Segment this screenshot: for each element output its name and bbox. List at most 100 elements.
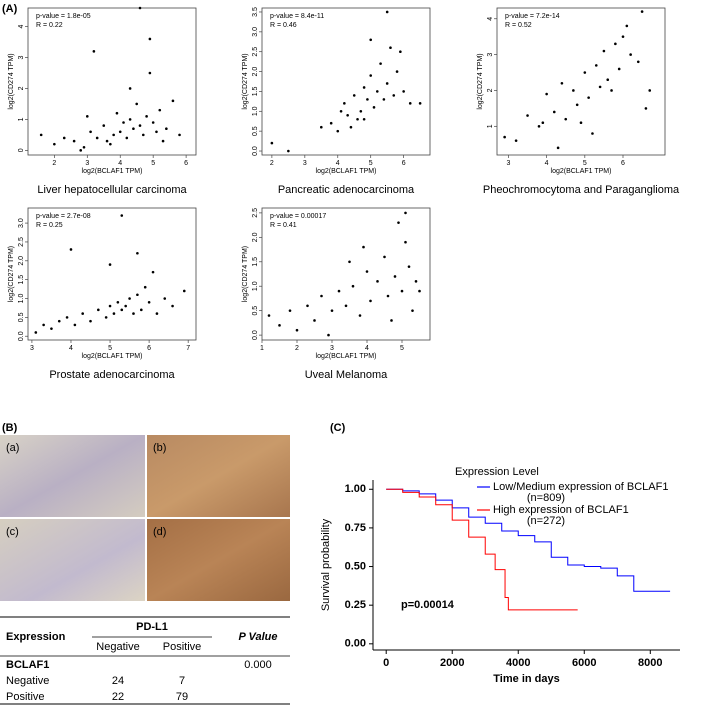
chart-title: Uveal Melanoma [305, 369, 388, 381]
point [115, 111, 119, 115]
point [65, 316, 69, 319]
point [583, 71, 587, 74]
point [128, 297, 131, 300]
panel-label: (C) [330, 422, 346, 434]
point [306, 304, 309, 308]
y-tick-label: 1.0 [252, 281, 259, 291]
y-tick-label: 2.5 [18, 237, 25, 247]
point [105, 139, 109, 143]
survival-curve [386, 488, 578, 611]
point [336, 129, 340, 133]
point [125, 136, 129, 140]
x-tick-label: 4000 [506, 657, 530, 669]
x-tick-label: 4 [118, 160, 122, 167]
point [327, 333, 330, 337]
annotation: p=0.00014 [401, 599, 455, 611]
point [369, 38, 373, 42]
point [128, 118, 132, 121]
ihc-image [0, 435, 145, 517]
y-tick-label: 1.5 [252, 86, 259, 96]
point [339, 109, 343, 113]
table-cell: 22 [112, 691, 124, 703]
y-tick-label: 0.75 [345, 522, 366, 534]
point [369, 74, 373, 77]
point [625, 24, 629, 28]
point [109, 142, 112, 146]
legend-label: Low/Medium expression of BCLAF1 [493, 481, 668, 493]
point [102, 124, 106, 127]
y-tick-label: 2.0 [252, 67, 259, 77]
point [556, 146, 560, 150]
point [320, 294, 323, 298]
point [636, 60, 640, 64]
point [104, 316, 108, 319]
table-row-label: Positive [6, 691, 45, 703]
y-tick-label: 0.0 [252, 146, 259, 156]
point [95, 136, 99, 140]
ihc-image [147, 519, 290, 601]
point [386, 294, 390, 298]
point [365, 270, 369, 273]
point [171, 99, 175, 103]
point [390, 319, 393, 322]
point [147, 300, 151, 304]
x-tick-label: 8000 [638, 657, 662, 669]
point [408, 102, 412, 105]
point [414, 280, 418, 283]
table-header: Negative [96, 641, 139, 653]
point [39, 133, 43, 137]
point [34, 331, 38, 334]
plot-frame [261, 207, 431, 341]
point [648, 89, 652, 92]
point [621, 35, 625, 38]
x-tick-label: 0 [383, 657, 389, 669]
point [348, 260, 351, 264]
point [575, 103, 579, 107]
annotation: R = 0.25 [36, 222, 63, 229]
x-tick-label: 2 [295, 345, 299, 352]
x-axis-label: log2(BCLAF1 TPM) [551, 168, 612, 175]
y-axis-label: log2(CD274 TPM) [242, 53, 249, 109]
point [288, 309, 292, 312]
point [136, 293, 139, 297]
point [579, 121, 583, 125]
x-axis-label: log2(BCLAF1 TPM) [316, 353, 377, 360]
y-tick-label: 2.0 [252, 232, 259, 242]
point [141, 133, 145, 137]
y-tick-label: 1.5 [18, 275, 25, 285]
x-tick-label: 3 [85, 160, 89, 167]
point [537, 125, 541, 128]
point [369, 299, 372, 303]
point [120, 214, 124, 217]
y-tick-label: 1 [18, 117, 25, 121]
table-cell: 0.000 [244, 659, 272, 671]
y-tick-label: 0.5 [252, 126, 259, 136]
point [73, 323, 77, 327]
y-axis-label: log2(CD274 TPM) [8, 246, 15, 302]
ihc-image [147, 435, 290, 517]
point [587, 96, 590, 99]
y-tick-label: 3 [487, 53, 494, 57]
point [330, 309, 334, 312]
image-label: (d) [153, 526, 166, 538]
point [526, 114, 529, 117]
point [158, 108, 162, 112]
y-tick-label: 0.25 [345, 599, 366, 611]
image-label: (b) [153, 442, 166, 454]
point [122, 121, 125, 124]
point [132, 312, 135, 315]
x-tick-label: 4 [545, 160, 549, 167]
y-tick-label: 0.0 [18, 331, 25, 341]
point [278, 324, 281, 327]
x-tick-label: 5 [151, 160, 155, 167]
table: Expression PD-L1 P Value Negative Positi… [0, 616, 290, 705]
table-header: Positive [163, 641, 202, 653]
point [541, 121, 545, 125]
point [53, 142, 56, 146]
point [602, 49, 606, 53]
point [82, 145, 86, 149]
point [343, 102, 346, 105]
x-tick-label: 7 [186, 345, 190, 352]
point [57, 319, 61, 323]
point [108, 263, 112, 266]
